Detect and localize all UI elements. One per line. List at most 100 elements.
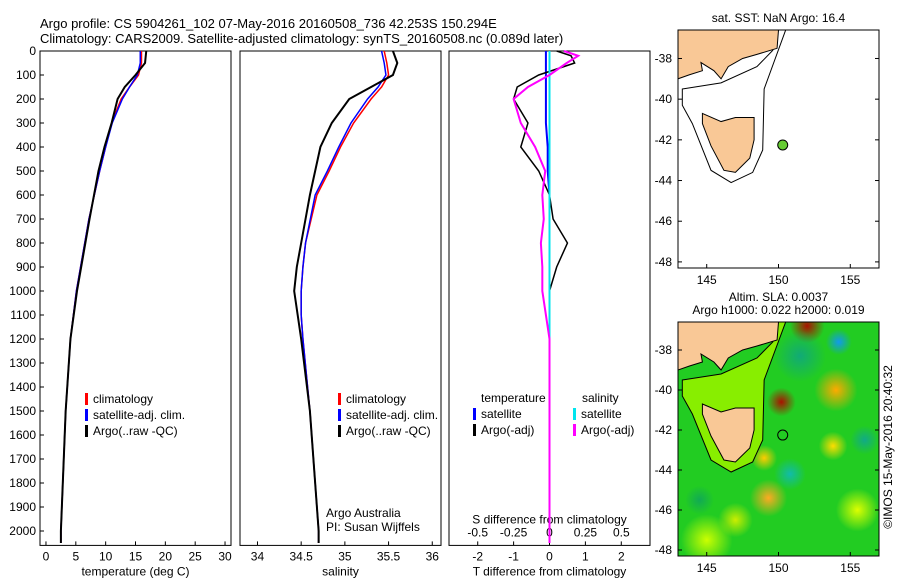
series-salinity-Argo-adj- [512,50,581,543]
x2-tick-label: -0.25 [500,525,528,539]
map-title: sat. SST: NaN Argo: 16.4 [712,11,846,25]
y-tick-label: 1000 [9,284,36,298]
x-tick-label: 34 [251,549,265,563]
x-tick-label: 36 [426,549,440,563]
y-tick-label: 1700 [9,452,36,466]
sla-anomaly [814,368,858,412]
difference-panel: -2 -1 0 1 2T difference from climatology -0.5… [448,50,651,578]
x-tick-label: -2 [472,549,483,563]
tasmania [701,112,755,173]
lat-tick-label: -40 [655,92,673,106]
legend-label: satellite-adj. clim. [346,408,438,422]
y-tick-label: 0 [29,44,36,58]
sst-map: 145 150 155 -38 -40 -42 -44 -46 -48 sat. SST: NaN… [655,11,880,287]
sla-anomaly [818,431,848,461]
y-tick-label: 1600 [9,428,36,442]
lat-tick-label: -38 [655,343,673,357]
mainland [678,30,780,80]
x-tick-label: 30 [218,549,232,563]
credit-text: ©IMOS 15-May-2016 20:40:32 [881,365,895,529]
y-tick-label: 700 [16,212,36,226]
sla-anomaly [685,485,714,515]
y-tick-label: 400 [16,140,36,154]
x2-tick-label: -0.5 [467,525,488,539]
shelf-contour [681,30,787,184]
lon-tick-label: 155 [840,561,860,575]
sla-anomaly [718,502,753,538]
x-tick-label: 34.5 [289,549,313,563]
title-line-2: Climatology: CARS2009. Satellite-adjuste… [40,31,564,46]
salinity-axes-box [239,50,442,546]
x-tick-label: 35.5 [377,549,401,563]
y-tick-label: 600 [16,188,36,202]
y-tick-label: 800 [16,236,36,250]
legend-swatch [85,409,88,421]
legend-label: Argo(..raw -QC) [93,424,178,438]
lon-tick-label: 155 [840,273,860,287]
legend-swatch [473,424,476,436]
legend-label: climatology [346,392,406,406]
legend-swatch [573,424,576,436]
x-tick-label: 15 [129,549,143,563]
temperature-panel: 0100200300400500600700800900100011001200… [9,44,232,578]
x-tick-label: 0 [43,549,50,563]
y-tick-label: 2000 [9,524,36,538]
y-tick-label: 300 [16,116,36,130]
legend-swatch [338,425,341,437]
x-tick-label: 5 [72,549,79,563]
x2-tick-label: 0.25 [574,525,598,539]
x-tick-label: 25 [189,549,203,563]
series-Argo-raw-QC- [59,50,148,543]
sla-anomaly [825,329,852,355]
sla-anomaly [835,488,879,532]
lat-tick-label: -48 [655,255,673,269]
legend-label: Argo(-adj) [481,423,534,437]
legend-label: Argo(-adj) [581,423,634,437]
legend-swatch [573,408,576,420]
annotation: Argo Australia [326,506,401,520]
lat-tick-label: -46 [655,214,673,228]
legend-label: satellite-adj. clim. [93,408,185,422]
x-tick-label: 1 [582,549,589,563]
shelf-region [682,322,786,472]
temperature-axes-box [39,50,232,546]
lat-tick-label: -42 [655,423,673,437]
y-tick-label: 500 [16,164,36,178]
y-tick-label: 1100 [10,308,36,322]
x-axis-label: temperature (deg C) [81,564,189,578]
lat-tick-label: -42 [655,133,673,147]
y-tick-label: 1900 [9,500,36,514]
y-tick-label: 1300 [9,356,36,370]
sla-anomaly [850,425,879,455]
x-axis-label: T difference from climatology [473,564,627,578]
lon-tick-label: 150 [768,561,788,575]
sla-anomaly [774,330,826,382]
legend-label: climatology [93,392,153,406]
legend-header: temperature [481,391,546,405]
sla-map: 145 150 155 -38 -40 -42 -44 -46 -48 Altim. SLA: 0… [655,290,895,575]
legend-label: Argo(..raw -QC) [346,424,431,438]
lon-tick-label: 145 [697,273,717,287]
legend-swatch [85,393,88,405]
sla-anomaly [774,458,806,490]
y-tick-label: 1200 [9,332,36,346]
legend-swatch [85,425,88,437]
map-title: Argo h1000: 0.022 h2000: 0.019 [692,303,864,317]
lon-tick-label: 150 [768,273,788,287]
legend-label: satellite [481,407,522,421]
y-tick-label: 1800 [9,476,36,490]
x-tick-label: 20 [159,549,173,563]
lat-tick-label: -44 [655,174,673,188]
series-Argo-raw-QC- [293,50,399,543]
x-tick-label: 2 [618,549,625,563]
shelf-contour [681,322,787,473]
lon-tick-label: 145 [697,561,717,575]
y-tick-label: 900 [16,260,36,274]
tasmania [701,403,755,463]
x-tick-label: -1 [508,549,519,563]
legend-swatch [473,408,476,420]
mainland [678,322,780,371]
x-tick-label: 10 [99,549,113,563]
lat-tick-label: -46 [655,503,673,517]
